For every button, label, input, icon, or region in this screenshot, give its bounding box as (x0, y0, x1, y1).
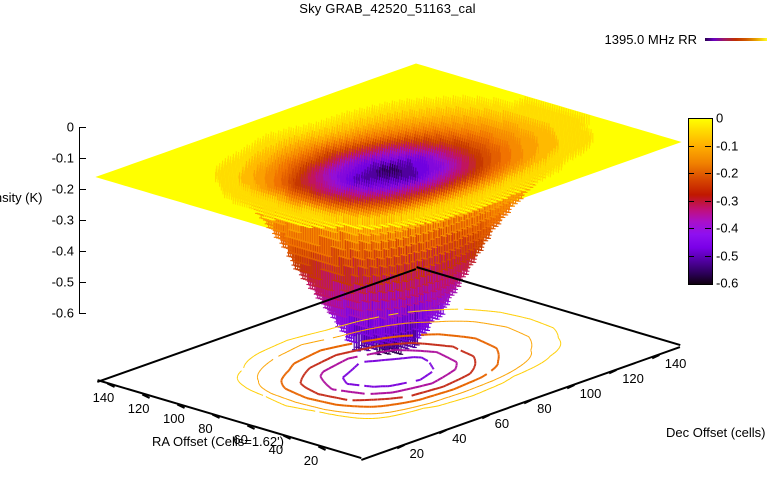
y-axis-tick-label: 80 (537, 400, 552, 416)
y-axis-tick-label: 40 (452, 430, 467, 446)
contour-level (236, 308, 562, 419)
colorbar-tick-label: -0.6 (716, 275, 739, 291)
y-axis-tick-label: 20 (409, 445, 424, 461)
plot-legend: 1395.0 MHz RR (605, 32, 767, 47)
x-axis-tick-label: 20 (303, 452, 319, 468)
y-axis-tick-label: 140 (664, 355, 687, 371)
colorbar-tick-label: -0.4 (716, 220, 739, 236)
colorbar-tick (705, 228, 711, 229)
colorbar-tick (688, 173, 694, 174)
surface-row (262, 206, 276, 221)
contour-level (319, 349, 458, 395)
z-axis-tick-label: -0.1 (51, 150, 74, 166)
colorbar-tick (705, 255, 711, 257)
colorbar-tick (688, 255, 694, 257)
z-axis-tick (79, 282, 86, 283)
z-axis-tick (79, 251, 86, 252)
z-axis-tick (79, 189, 86, 190)
y-axis-tick-label: 60 (494, 415, 510, 431)
x-axis-label: RA Offset (Cells=1.62') (152, 434, 284, 449)
y-axis-label: Dec Offset (cells) (666, 425, 766, 440)
contour-level (341, 356, 435, 388)
z-axis-tick-label: -0.4 (51, 243, 74, 259)
x-axis-tick-label: 60 (233, 431, 248, 447)
x-axis-tick-label: 140 (92, 390, 115, 406)
z-axis-tick (79, 313, 86, 314)
z-axis-tick-label: -0.6 (51, 305, 74, 321)
y-axis-tick-label: 100 (579, 385, 602, 401)
colorbar-tick-label: -0.3 (716, 193, 739, 208)
contour-level (299, 342, 477, 402)
colorbar-tick (688, 145, 694, 147)
legend-label: 1395.0 MHz RR (604, 32, 697, 47)
colorbar-tick-label: -0.2 (716, 165, 739, 181)
colorbar-tick (705, 173, 711, 174)
z-axis-tick-label: -0.3 (51, 212, 74, 228)
page-title: Sky GRAB_42520_51163_cal (299, 1, 476, 16)
colorbar-tick (688, 200, 694, 202)
x-axis-tick-label: 40 (268, 442, 284, 458)
legend-line-sample (705, 38, 767, 41)
z-axis-tick (79, 158, 86, 159)
contour-level (280, 333, 500, 408)
colorbar (688, 118, 713, 285)
z-axis-tick (79, 127, 86, 128)
colorbar-tick (705, 200, 711, 202)
z-axis-label: tensity (K) (0, 190, 43, 205)
z-axis-tick-label: 0 (66, 119, 74, 135)
y-axis-tick-label: 120 (622, 370, 644, 386)
z-axis-tick (79, 220, 86, 221)
colorbar-tick (705, 145, 711, 147)
x-axis-tick-label: 100 (163, 411, 185, 426)
contour-level (256, 320, 533, 415)
colorbar-tick-label: 0 (716, 110, 724, 126)
z-axis-tick-label: -0.2 (51, 181, 74, 197)
x-axis-tick-label: 80 (198, 421, 213, 437)
colorbar-tick (688, 228, 694, 229)
colorbar-tick-label: -0.5 (716, 248, 739, 263)
colorbar-tick-label: -0.1 (716, 138, 739, 153)
x-axis-tick-label: 120 (127, 400, 150, 416)
z-axis-tick-label: -0.5 (51, 274, 74, 290)
